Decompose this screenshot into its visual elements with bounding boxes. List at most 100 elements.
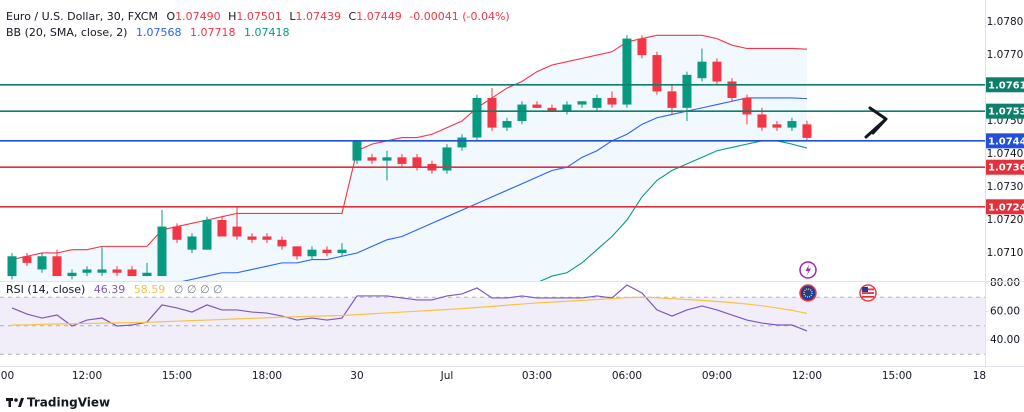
- ohlc-key: C: [349, 10, 357, 23]
- x-tick-label: 09:00: [702, 370, 732, 382]
- event-icon-eu[interactable]: [799, 284, 817, 302]
- candle-body: [37, 256, 47, 270]
- y-tick-label: 60.00: [990, 305, 1020, 317]
- bb-line: [539, 140, 808, 281]
- x-tick-label: 15:00: [882, 370, 912, 382]
- candle-body: [547, 107, 557, 112]
- x-tick-label: 03:00: [522, 370, 552, 382]
- candle-body: [202, 219, 212, 250]
- candle-body: [217, 219, 227, 237]
- level-label-box: [986, 199, 1024, 215]
- x-tick-label: 00: [1, 370, 14, 382]
- x-tick-label: Jul: [440, 370, 454, 382]
- candle-body: [82, 269, 92, 273]
- rsi-ma-line: [12, 296, 808, 326]
- candle-body: [472, 97, 482, 138]
- candle-body: [337, 249, 347, 253]
- candle-body: [127, 269, 137, 277]
- candle-body: [277, 239, 287, 247]
- candle-body: [232, 226, 242, 237]
- x-tick-label: 12:00: [792, 370, 822, 382]
- rsi-pane: [0, 284, 985, 355]
- change-value: -0.00041 (-0.04%): [409, 10, 509, 23]
- x-tick-label: 18: [973, 370, 986, 382]
- candle-body: [367, 157, 377, 161]
- rsi-ma-value: 58.59: [134, 283, 166, 296]
- candle-body: [142, 272, 152, 277]
- candle-body: [712, 61, 722, 82]
- y-tick-label: 80.00: [990, 277, 1020, 289]
- candle-body: [307, 249, 317, 257]
- rsi-legend: RSI (14, close) 46.39 58.59 ∅ ∅ ∅ ∅: [6, 283, 223, 296]
- level-label-box: [986, 133, 1024, 149]
- ohlc-value: 1.07449: [356, 10, 402, 23]
- candle-body: [382, 157, 392, 161]
- candle-body: [352, 140, 362, 161]
- axes: 1.07801.07701.07501.07401.07301.07201.07…: [1, 16, 1024, 382]
- candle-body: [742, 97, 752, 115]
- x-tick-label: 30: [350, 370, 363, 382]
- y-tick-label: 1.0720: [987, 214, 1024, 226]
- candle-body: [562, 104, 572, 112]
- candle-body: [577, 101, 587, 105]
- rsi-value: 46.39: [94, 283, 126, 296]
- candle-body: [22, 256, 32, 263]
- level-label-box: [986, 77, 1024, 93]
- level-label-box: [986, 103, 1024, 119]
- y-tick-label: 1.0740: [987, 148, 1024, 160]
- candle-body: [757, 114, 767, 128]
- x-tick-label: 15:00: [162, 370, 192, 382]
- candle-body: [622, 38, 632, 105]
- branding-logo: [6, 398, 24, 407]
- level-label: 1.0744: [988, 136, 1024, 147]
- event-icon-lightning[interactable]: [799, 261, 817, 279]
- branding: TradingView: [27, 396, 110, 410]
- candle-body: [52, 256, 62, 277]
- candle-body: [157, 226, 167, 277]
- event-icon-us[interactable]: [859, 284, 877, 302]
- rsi-extra: ∅ ∅ ∅ ∅: [174, 283, 223, 296]
- candle-body: [607, 97, 617, 105]
- y-tick-label: 1.0780: [987, 16, 1024, 28]
- candle-body: [292, 246, 302, 257]
- bb-line: [11, 34, 807, 261]
- level-label: 1.0753: [988, 107, 1024, 118]
- ohlc-value: 1.07490: [175, 10, 221, 23]
- bb-legend: BB (20, SMA, close, 2) 1.07568 1.07718 1…: [6, 26, 289, 39]
- candle-body: [262, 236, 272, 240]
- symbol-legend: Euro / U.S. Dollar, 30, FXCM O1.07490 H 1…: [6, 10, 510, 23]
- level-label: 1.0761: [988, 80, 1024, 91]
- x-tick-label: 06:00: [612, 370, 642, 382]
- candle-body: [727, 81, 737, 98]
- candle-body: [772, 124, 782, 128]
- ohlc-key: H: [228, 10, 236, 23]
- level-label-box: [986, 159, 1024, 175]
- candle-body: [502, 121, 512, 128]
- level-label: 1.0724: [988, 202, 1024, 213]
- bb-value: 1.07718: [190, 26, 236, 39]
- symbol-title: Euro / U.S. Dollar, 30, FXCM: [6, 10, 158, 23]
- ohlc-value: 1.07439: [296, 10, 342, 23]
- candle-body: [172, 226, 182, 240]
- ohlc-key: L: [289, 10, 296, 23]
- y-tick-label: 1.0730: [987, 181, 1024, 193]
- bb-value: 1.07418: [244, 26, 290, 39]
- candle-body: [592, 97, 602, 108]
- candle-body: [112, 269, 122, 273]
- bb-line: [181, 97, 807, 281]
- x-tick-label: 12:00: [72, 370, 102, 382]
- candle-body: [697, 61, 707, 79]
- y-tick-label: 40.00: [990, 334, 1020, 346]
- candle-body: [532, 104, 542, 108]
- candle-body: [517, 104, 527, 122]
- candle-body: [322, 249, 332, 253]
- arrow-drawing: [864, 106, 888, 139]
- candle-body: [187, 236, 197, 250]
- candle-body: [682, 74, 692, 108]
- level-label: 1.0736: [988, 163, 1024, 174]
- candle-body: [802, 124, 812, 138]
- candle-body: [667, 91, 677, 108]
- rsi-title: RSI (14, close): [6, 283, 85, 296]
- candle-body: [397, 157, 407, 164]
- ohlc-key: O: [166, 10, 175, 23]
